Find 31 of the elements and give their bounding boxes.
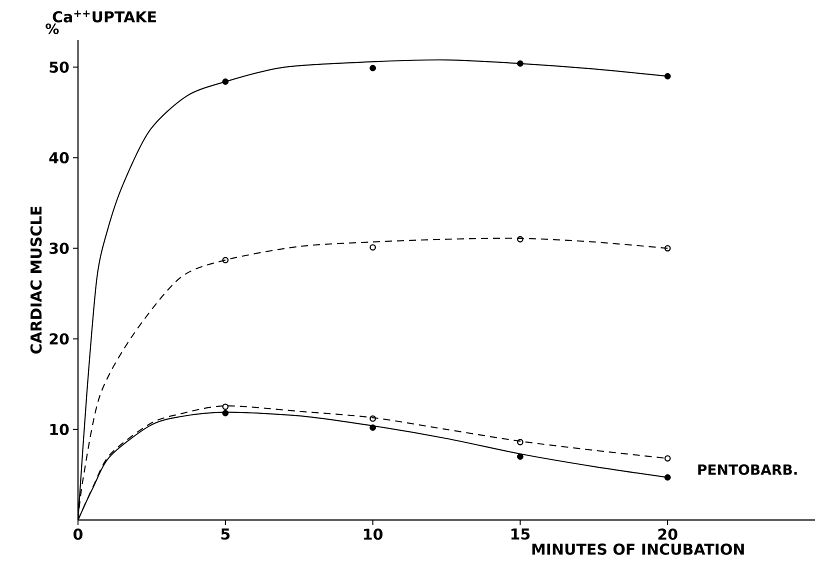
point bbox=[370, 415, 376, 422]
point bbox=[370, 64, 376, 72]
x-axis-title: MINUTES OF INCUBATION bbox=[532, 544, 744, 555]
x-tick-label: 10 bbox=[364, 528, 383, 540]
point bbox=[222, 78, 229, 85]
point bbox=[222, 404, 229, 410]
chart-title: Ca$^{++}$UPTAKE bbox=[52, 10, 156, 22]
point bbox=[370, 244, 376, 251]
point bbox=[370, 424, 376, 431]
y-axis-title: CARDIAC MUSCLE bbox=[30, 206, 42, 354]
point bbox=[664, 245, 671, 252]
x-tick-label: 0 bbox=[74, 528, 82, 540]
point bbox=[664, 474, 671, 481]
y-tick-label: 30 bbox=[50, 242, 69, 254]
y-tick-label: 50 bbox=[50, 61, 69, 73]
point bbox=[664, 73, 671, 80]
point bbox=[517, 438, 524, 446]
annotation: PENTOBARB. bbox=[698, 464, 797, 475]
point bbox=[517, 453, 524, 460]
point bbox=[222, 410, 229, 416]
y-tick-label: 10 bbox=[50, 424, 69, 436]
point bbox=[517, 60, 524, 67]
x-tick-label: 15 bbox=[511, 528, 530, 540]
y-tick-label: 20 bbox=[50, 333, 69, 345]
point bbox=[664, 455, 671, 462]
point bbox=[517, 236, 524, 242]
x-tick-label: 5 bbox=[221, 528, 230, 540]
x-tick-label: 20 bbox=[658, 528, 678, 540]
text: % bbox=[46, 23, 59, 34]
y-tick-label: 40 bbox=[49, 152, 69, 164]
point bbox=[222, 256, 229, 264]
